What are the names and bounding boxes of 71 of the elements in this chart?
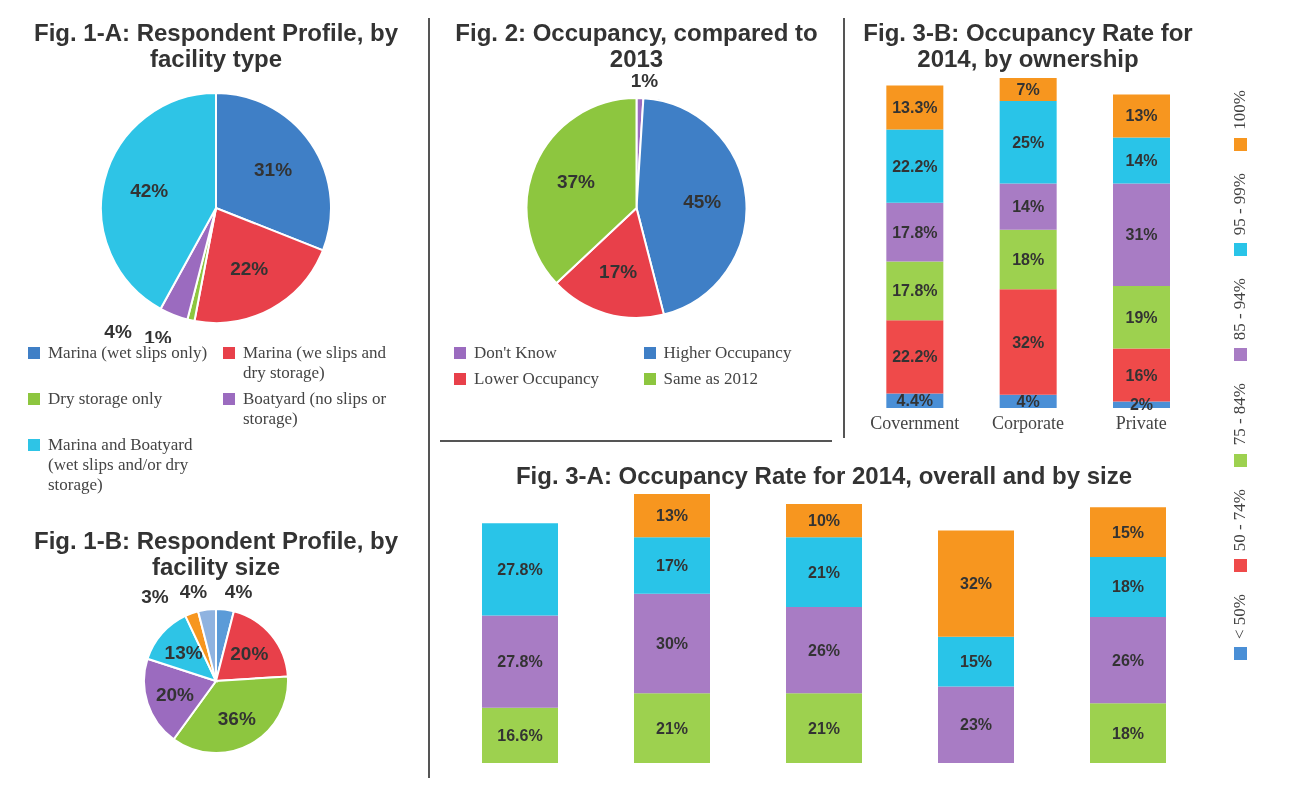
data-label: 15% [1111,524,1145,542]
data-label: 7% [1016,80,1040,98]
data-label: 27.8% [497,561,543,579]
data-label: 17.8% [892,282,938,300]
legend-label: Boatyard (no slips or storage) [243,388,388,429]
legend-label: Higher Occupancy [663,342,792,363]
data-label: 18% [1012,250,1045,268]
data-label: 25% [1012,133,1045,151]
chart-title: Fig. 3-A: Occupancy Rate for 2014, overall and by size [514,462,1134,490]
x-tick-label: Covernment [870,412,960,433]
data-label: 4% [104,320,132,342]
data-label: 13% [164,641,203,663]
data-label: 4.4% [896,392,934,410]
text: 95 - 99% [1230,172,1250,235]
data-label: 16.6% [497,727,543,745]
data-label: 22% [230,257,269,279]
legend-label: Marina (wet slips only) [48,342,208,363]
text: 75 - 84% [1230,383,1250,446]
data-label: 21% [807,563,841,581]
data-label: 17% [655,557,689,575]
data-label: 18% [1111,725,1145,742]
data-label: 23% [959,716,993,734]
data-label: 26% [807,641,841,659]
data-label: 4% [179,580,208,602]
data-label: 13.3% [892,98,938,116]
data-label: 26% [1111,651,1145,669]
data-label: 16% [1125,366,1158,384]
data-label: 4% [224,580,253,602]
data-label: 18% [1111,578,1145,596]
legend-label: Marina and Boatyard (wet slips and/or dry storage) [48,434,194,495]
data-label: 13% [655,507,689,525]
data-label: 32% [959,575,993,593]
legend-label: Same as 2012 [663,368,758,389]
x-tick-label: Corporate [992,412,1064,433]
data-label: 14% [1125,151,1158,169]
data-label: 17.8% [892,223,938,241]
data-label: 45% [683,191,722,213]
data-label: 20% [155,683,195,705]
data-label: 27.8% [497,653,543,671]
data-label: 3% [141,585,169,607]
data-label: 22.2% [892,348,938,366]
chart-title: Fig. 1-A: Respondent Profile, by facility type [33,19,399,73]
x-tick-label: Private [1115,412,1167,433]
legend-label: Don't Know [474,342,557,363]
data-label: 30% [655,635,689,653]
legend-label: Lower Occupancy [474,368,600,389]
data-label: 31% [1125,226,1158,244]
data-label: 15% [959,653,993,671]
data-label: 36% [217,708,256,730]
legend-label: Dry storage only [48,388,163,409]
legend-label: Marina (we slips and dry storage) [243,342,388,383]
data-label: 10% [807,512,841,530]
data-label: 31% [254,158,293,180]
data-label: 13% [1125,107,1158,125]
text: 100% [1230,90,1250,130]
chart-title: Fig. 3-B: Occupancy Rate for 2014, by ownership [862,19,1194,73]
data-label: 21% [655,720,689,738]
data-label: 37% [556,171,596,193]
data-label: 4% [1016,392,1040,410]
data-label: 32% [1012,333,1045,351]
data-label: 42% [130,180,169,202]
data-label: 22.2% [892,157,938,175]
chart-title: Fig. 1-B: Respondent Profile, by facility size [33,527,399,581]
text: 50 - 74% [1230,488,1250,551]
data-label: 17% [599,260,638,282]
data-label: 21% [807,720,841,738]
text: < 50% [1230,593,1250,639]
data-label: 14% [1012,197,1045,215]
data-label: 19% [1125,308,1158,326]
text: 85 - 94% [1230,278,1250,341]
data-label: 20% [230,642,269,664]
